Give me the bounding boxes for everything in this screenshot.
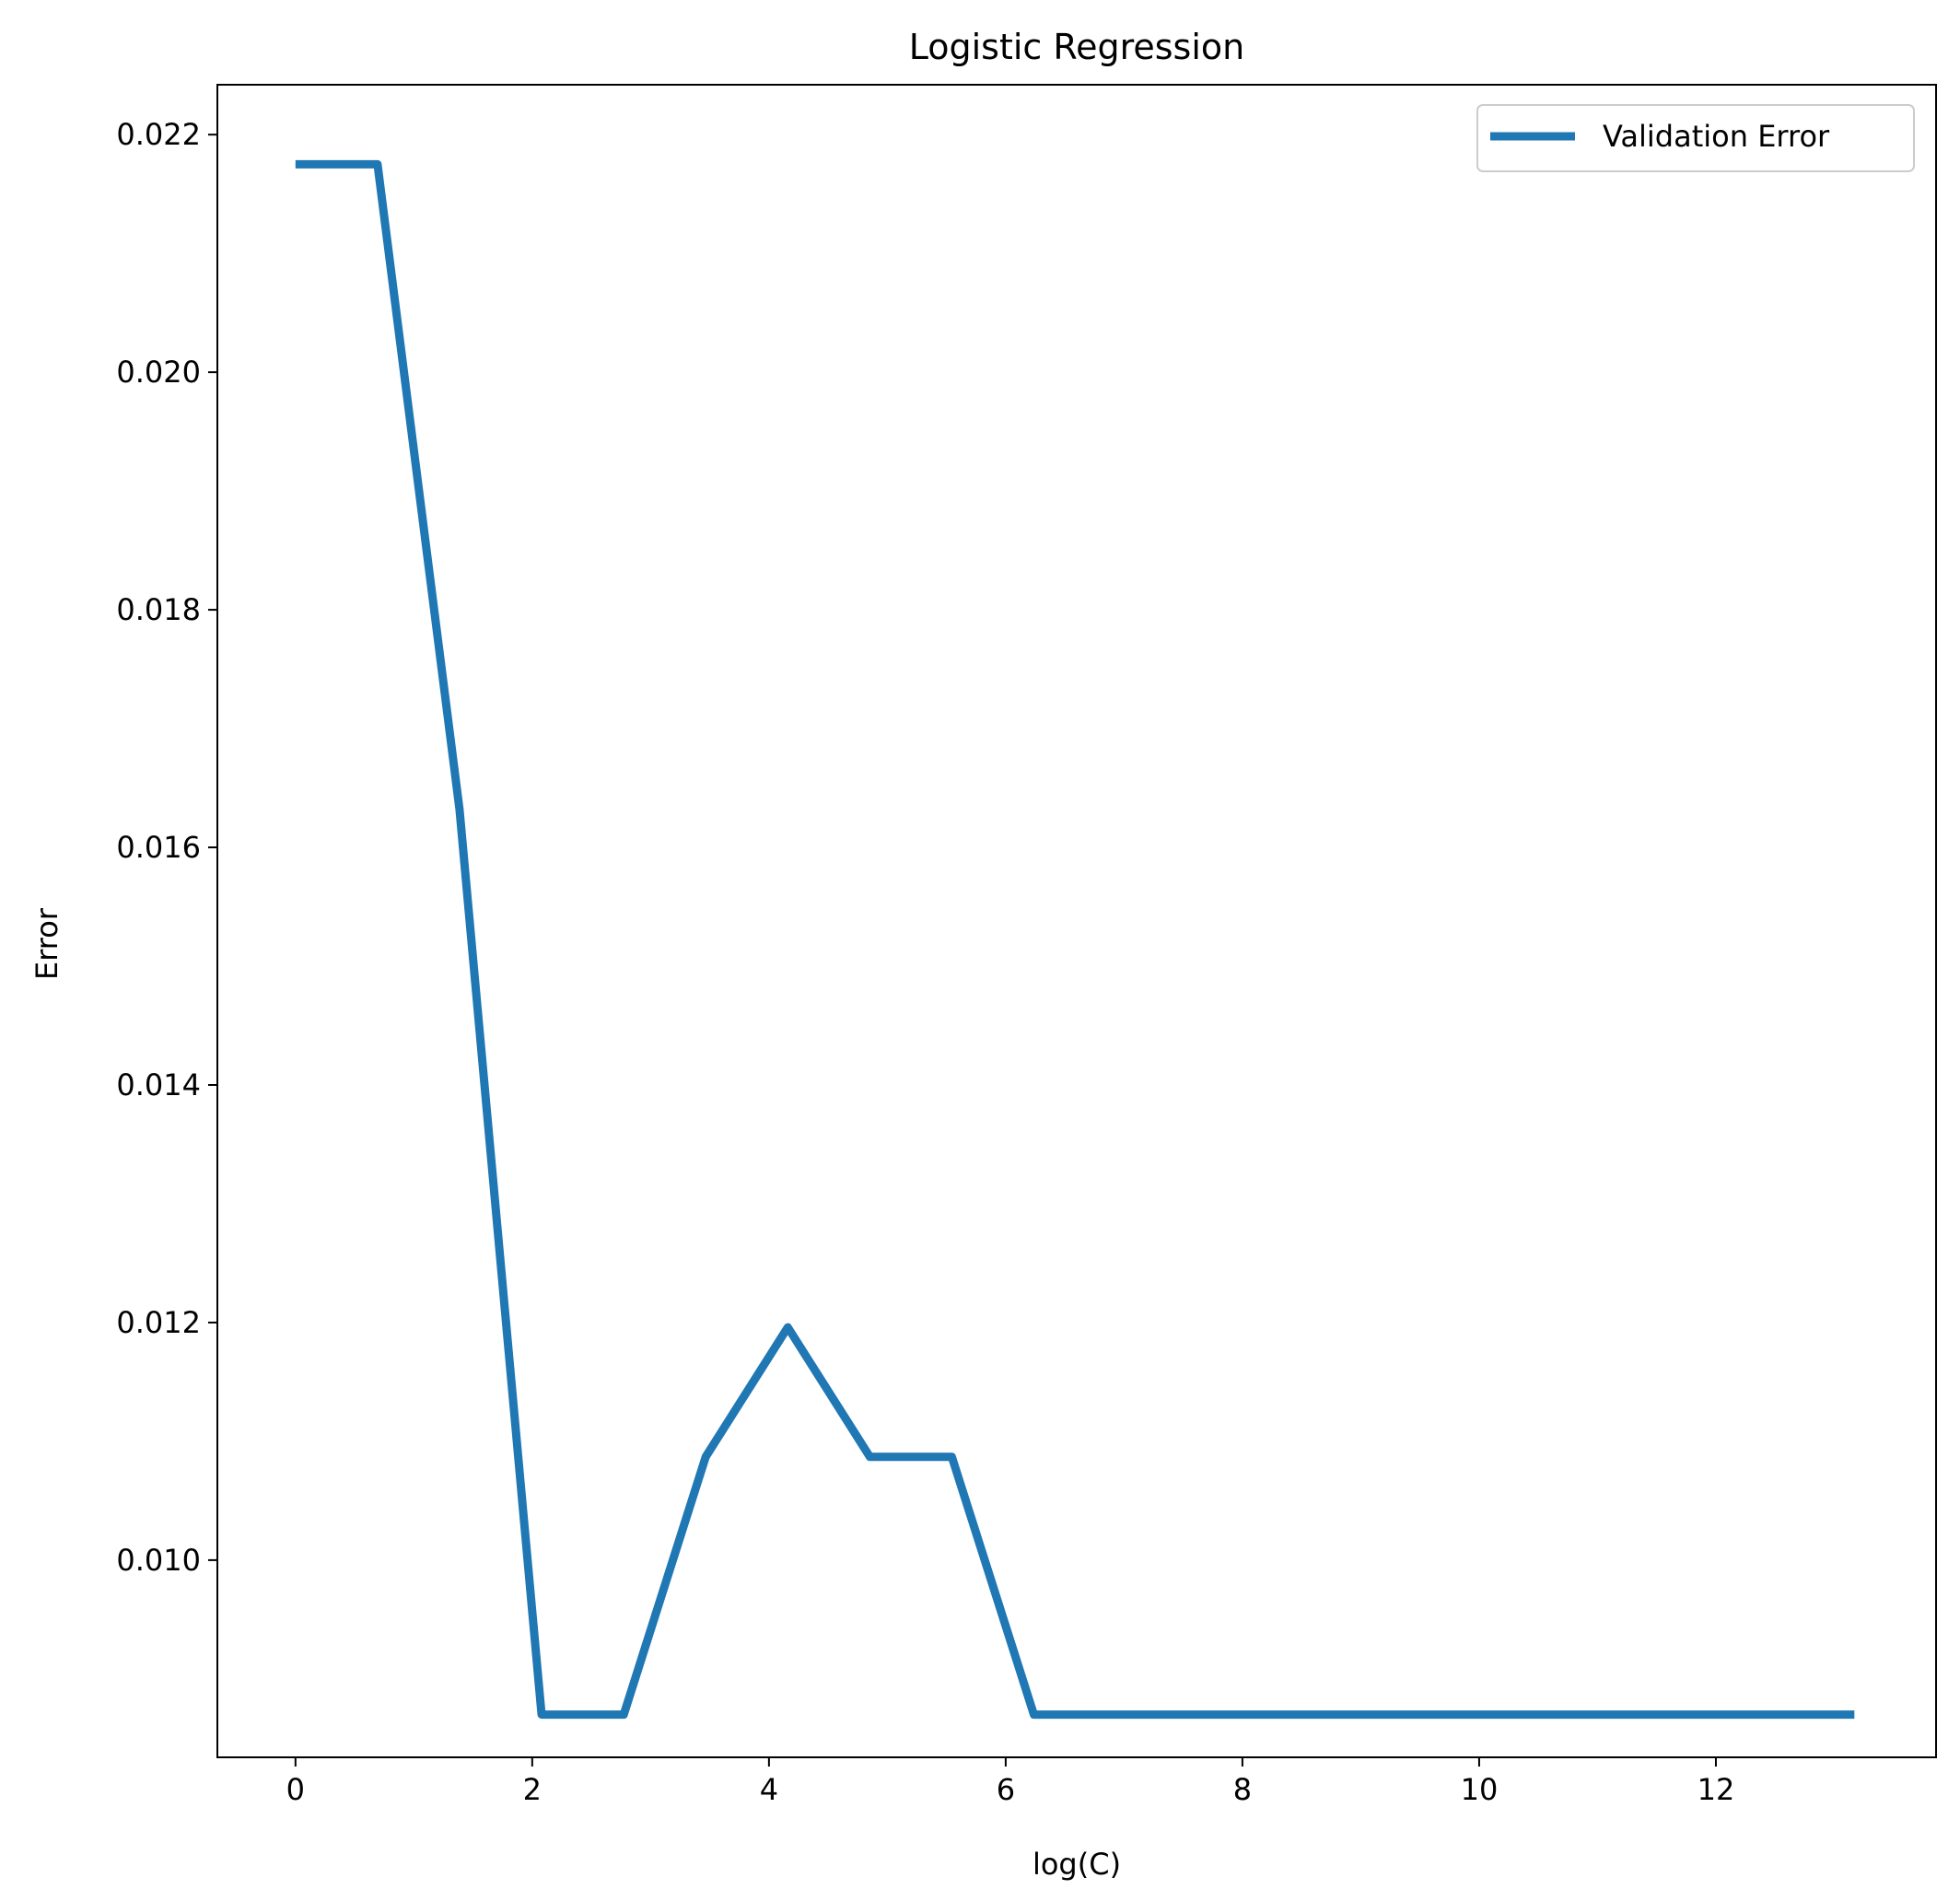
plot-frame (216, 84, 1937, 1758)
y-tick-label: 0.022 (116, 117, 201, 152)
y-tick-label: 0.012 (116, 1305, 201, 1340)
legend-label: Validation Error (1603, 119, 1830, 154)
x-tick-label: 8 (1233, 1772, 1252, 1807)
legend: Validation Error (1476, 104, 1915, 172)
plot-area (295, 159, 1855, 1720)
legend-box (1476, 104, 1915, 172)
chart-title: Logistic Regression (909, 27, 1245, 67)
y-axis-label: Error (29, 907, 64, 980)
series-line-0 (295, 159, 1855, 1720)
x-tick-label: 0 (286, 1772, 305, 1807)
y-axis: 0.010 0.012 0.014 0.016 0.018 0.020 0.022 (116, 117, 217, 1578)
x-tick-label: 6 (997, 1772, 1015, 1807)
x-tick-label: 10 (1461, 1772, 1499, 1807)
y-tick-label: 0.016 (116, 830, 201, 865)
x-tick-label: 12 (1698, 1772, 1735, 1807)
y-tick-label: 0.014 (116, 1067, 201, 1102)
x-tick-label: 4 (760, 1772, 778, 1807)
x-tick-label: 2 (523, 1772, 542, 1807)
x-axis: 0 2 4 6 8 10 12 (286, 1757, 1735, 1807)
x-axis-label: log(C) (1032, 1847, 1121, 1882)
y-tick-label: 0.010 (116, 1543, 201, 1578)
y-tick-label: 0.020 (116, 355, 201, 390)
y-tick-label: 0.018 (116, 592, 201, 627)
